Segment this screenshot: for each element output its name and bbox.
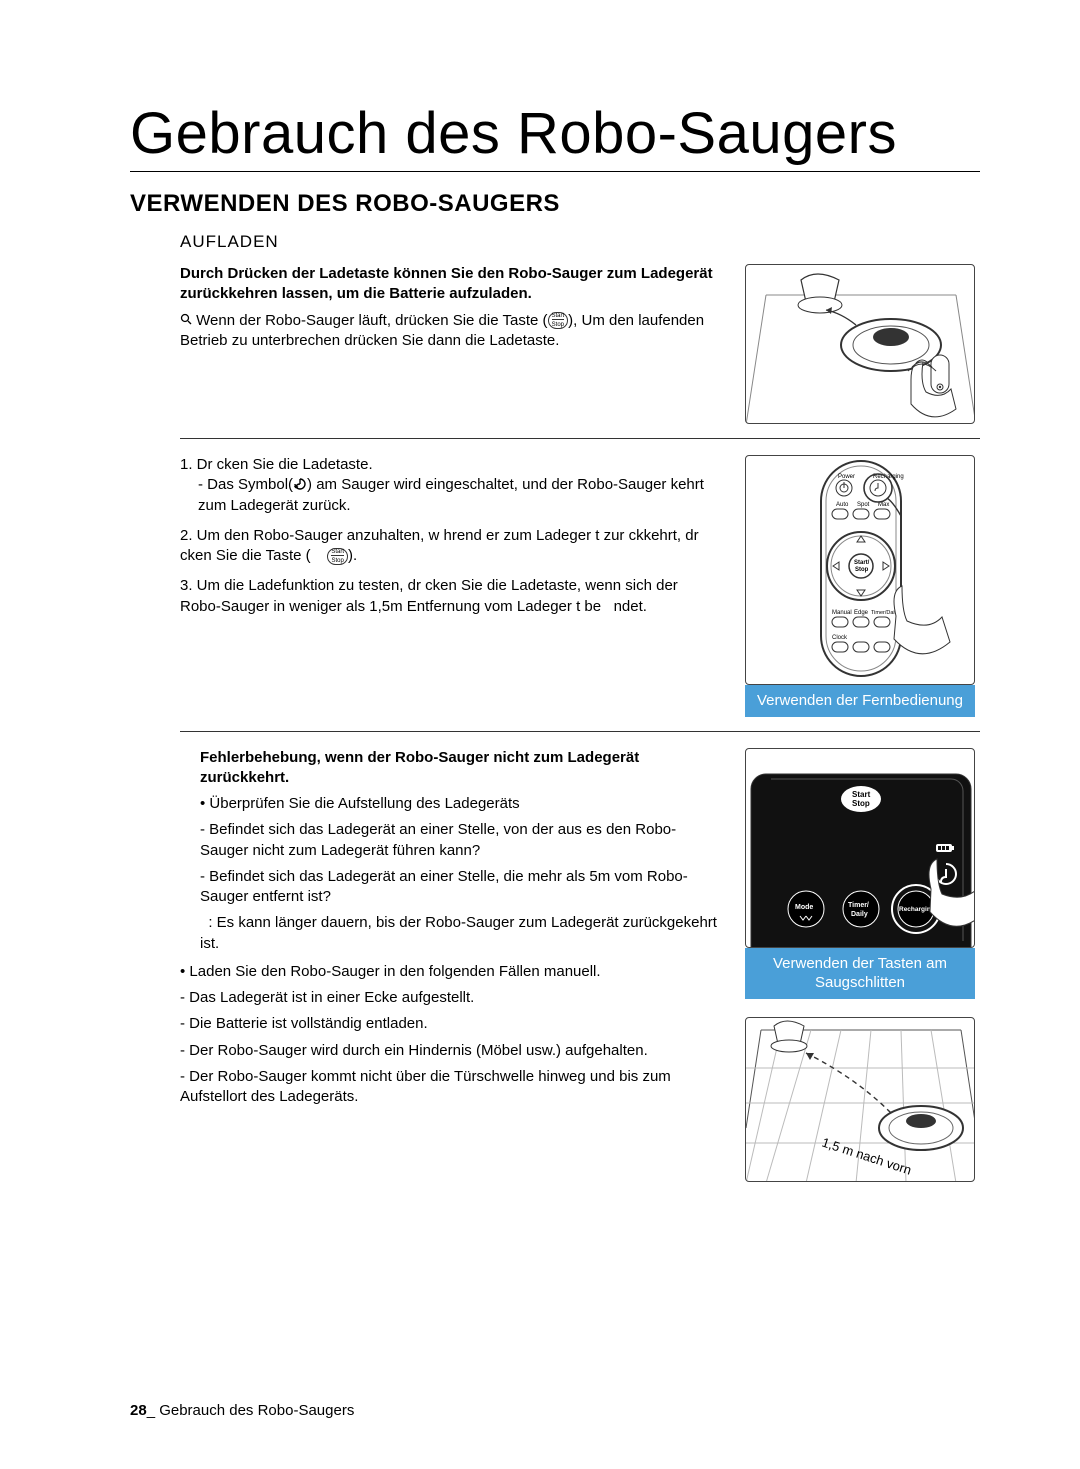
label-power: Power — [838, 474, 855, 480]
caption-remote: Verwenden der Fernbedienung — [745, 685, 975, 717]
page-footer: 28_ Gebrauch des Robo-Saugers — [130, 1402, 354, 1419]
svg-text:Timer/: Timer/ — [848, 902, 869, 909]
svg-text:Clock: Clock — [832, 635, 848, 641]
subsection-title: AUFLADEN — [180, 232, 980, 252]
bullet-1c: : Es kann länger dauern, bis der Robo-Sa… — [200, 913, 720, 954]
intro-bold-text: Durch Drücken der Ladetaste können Sie d… — [180, 264, 720, 305]
bullet-1: • Überprüfen Sie die Aufstellung des Lad… — [200, 794, 720, 814]
svg-text:Mode: Mode — [795, 904, 813, 911]
intro-block: Durch Drücken der Ladetaste können Sie d… — [180, 264, 980, 424]
svg-text:Recharging: Recharging — [899, 906, 935, 913]
bullet-2a: - Das Ladegerät ist in einer Ecke aufges… — [180, 988, 720, 1008]
svg-text:Start/: Start/ — [854, 560, 870, 566]
bullet-2c: - Der Robo-Sauger wird durch ein Hindern… — [180, 1041, 720, 1061]
svg-text:Manual: Manual — [832, 610, 852, 616]
svg-text:Edge: Edge — [854, 610, 869, 616]
tip-lead: Wenn der Robo-Sauger läuft, drücken Sie … — [196, 312, 547, 329]
step-3: 3. Um die Ladefunktion zu testen, dr cke… — [180, 576, 720, 617]
start-stop-pill-icon: StartStop — [548, 312, 569, 329]
bullet-1a: - Befindet sich das Ladegerät an einer S… — [200, 820, 720, 861]
svg-text:Max: Max — [878, 502, 889, 508]
steps-block: 1. Dr cken Sie die Ladetaste. - Das Symb… — [180, 455, 980, 717]
figure-distance: 1,5 m nach vorn — [745, 1017, 975, 1182]
magnifier-icon — [180, 313, 192, 325]
step-1: 1. Dr cken Sie die Ladetaste. — [180, 456, 373, 473]
bullet-1b: - Befindet sich das Ladegerät an einer S… — [200, 867, 720, 908]
svg-text:Auto: Auto — [836, 502, 849, 508]
svg-text:Stop: Stop — [852, 799, 870, 808]
divider — [180, 731, 980, 732]
svg-text:Start: Start — [852, 790, 871, 799]
intro-tip: Wenn der Robo-Sauger läuft, drücken Sie … — [180, 311, 720, 352]
return-home-icon — [293, 477, 307, 491]
page-main-title: Gebrauch des Robo-Saugers — [130, 100, 980, 172]
bullet-2: • Laden Sie den Robo-Sauger in den folge… — [180, 962, 720, 982]
bullet-2d: - Der Robo-Sauger kommt nicht über die T… — [180, 1067, 720, 1108]
svg-text:Daily: Daily — [851, 911, 868, 918]
section-title: VERWENDEN DES ROBO-SAUGERS — [130, 190, 980, 218]
svg-text:Spot: Spot — [857, 502, 870, 508]
step-2: 2. Um den Robo-Sauger anzuhalten, w hren… — [180, 526, 720, 567]
start-stop-pill-icon: StartStop — [327, 548, 348, 565]
step-1-sub: - Das Symbol() am Sauger wird eingeschal… — [198, 475, 720, 516]
divider — [180, 438, 980, 439]
bullet-2b: - Die Batterie ist vollständig entladen. — [180, 1014, 720, 1034]
figure-remote: Power Recharging AutoSpotMax Start — [745, 455, 975, 685]
troubleshoot-title: Fehlerbehebung, wenn der Robo-Sauger nic… — [200, 748, 720, 789]
figure-docking — [745, 264, 975, 424]
svg-text:Stop: Stop — [855, 567, 869, 573]
troubleshoot-block: Fehlerbehebung, wenn der Robo-Sauger nic… — [180, 748, 980, 1182]
figure-sled-buttons: Start Stop Mode Timer/Daily Recharging — [745, 748, 975, 948]
caption-sled: Verwenden der Tasten am Saugschlitten — [745, 948, 975, 999]
